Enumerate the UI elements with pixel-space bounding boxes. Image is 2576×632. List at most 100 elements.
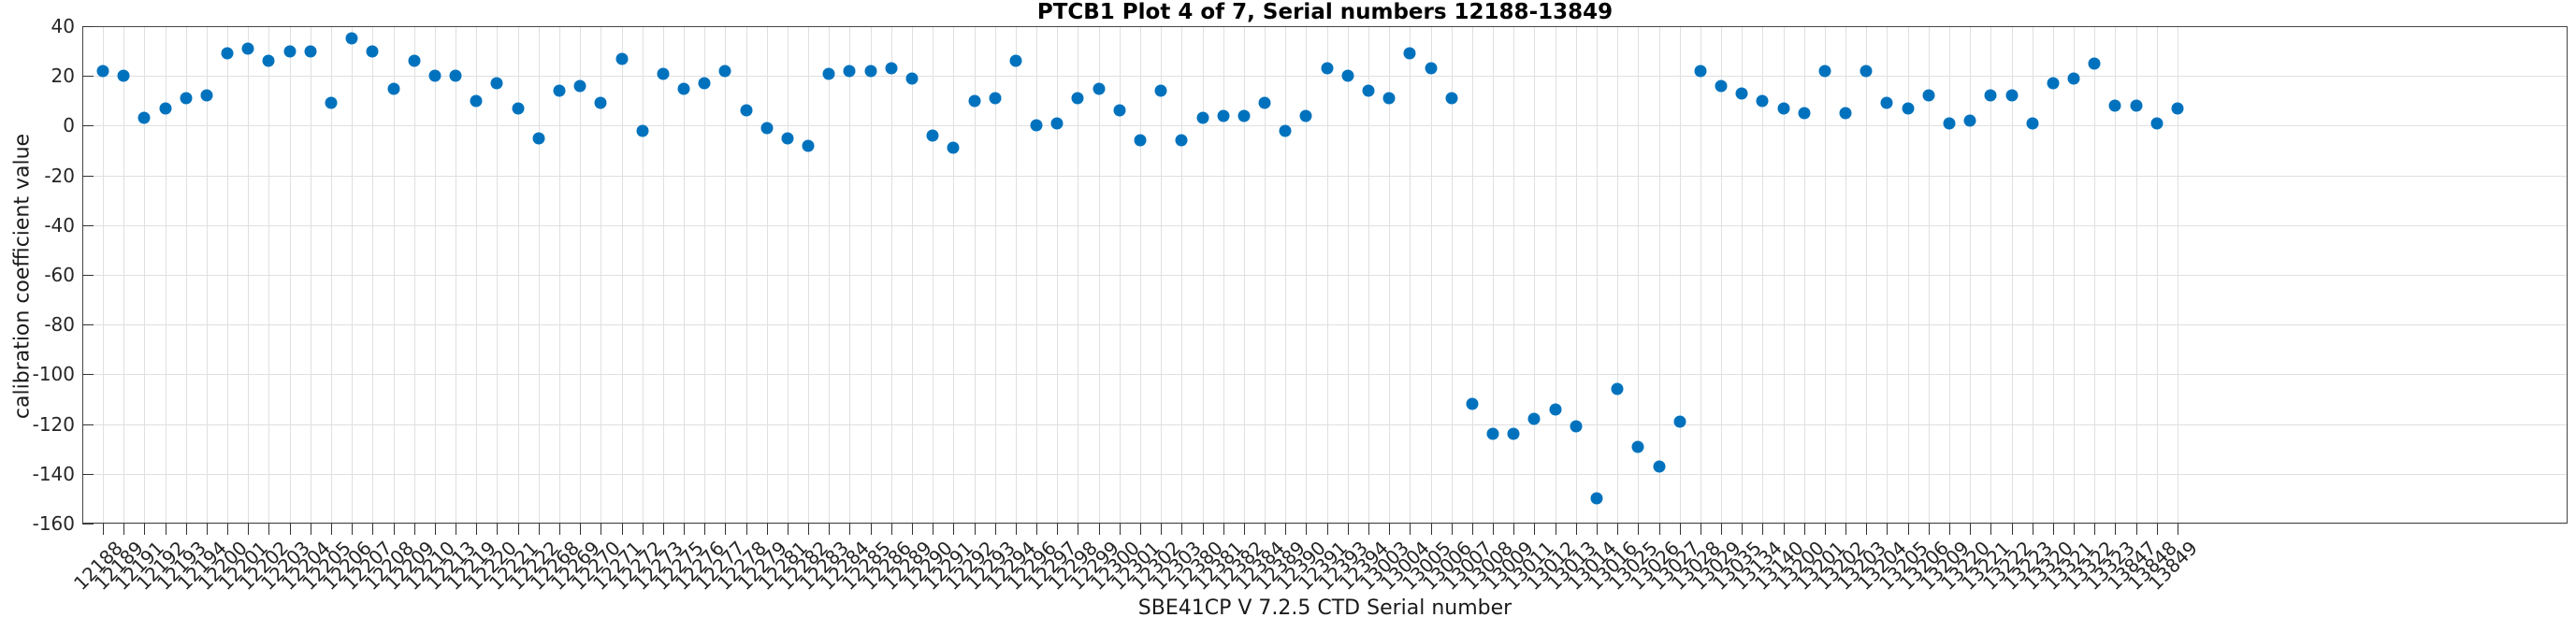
- data-point: [926, 129, 939, 142]
- vertical-gridline: [1243, 26, 1245, 524]
- vertical-gridline: [1036, 26, 1038, 524]
- x-tick-mark: [1326, 524, 1328, 535]
- data-point: [657, 67, 670, 80]
- x-tick-mark: [2011, 524, 2013, 535]
- x-tick-mark: [1949, 524, 1951, 535]
- data-point: [1902, 102, 1915, 115]
- x-tick-mark: [1742, 524, 1744, 535]
- data-point: [1756, 94, 1769, 108]
- x-tick-mark: [1140, 524, 1141, 535]
- data-point: [1341, 69, 1354, 82]
- y-tick-mark: [82, 125, 94, 127]
- vertical-gridline: [2094, 26, 2096, 524]
- data-point: [1445, 92, 1458, 105]
- data-point: [1466, 397, 1479, 410]
- vertical-gridline: [1410, 26, 1411, 524]
- data-point: [760, 122, 774, 135]
- y-tick-mark: [82, 424, 94, 425]
- vertical-gridline: [558, 26, 560, 524]
- x-tick-mark: [1202, 524, 1204, 535]
- x-tick-mark: [1451, 524, 1453, 535]
- vertical-gridline: [1140, 26, 1141, 524]
- x-tick-mark: [994, 524, 996, 535]
- data-point: [532, 132, 545, 145]
- vertical-gridline: [1534, 26, 1536, 524]
- vertical-gridline: [745, 26, 747, 524]
- x-tick-mark: [1471, 524, 1473, 535]
- data-point: [387, 82, 400, 94]
- y-tick-mark: [82, 275, 94, 276]
- vertical-gridline: [289, 26, 291, 524]
- data-point: [1694, 65, 1707, 78]
- x-tick-mark: [1430, 524, 1432, 535]
- x-tick-mark: [517, 524, 519, 535]
- data-point: [1050, 117, 1064, 130]
- data-point: [345, 32, 358, 45]
- vertical-gridline: [1471, 26, 1473, 524]
- vertical-gridline: [372, 26, 374, 524]
- data-point: [2026, 117, 2039, 130]
- data-point: [1486, 427, 1499, 440]
- horizontal-gridline: [82, 424, 2568, 425]
- vertical-gridline: [2135, 26, 2137, 524]
- data-point: [1113, 104, 1126, 117]
- y-tick-mark: [82, 76, 94, 78]
- data-point: [573, 79, 586, 93]
- x-tick-mark: [1617, 524, 1619, 535]
- x-tick-mark: [476, 524, 478, 535]
- data-point: [2171, 102, 2184, 115]
- x-tick-mark: [1845, 524, 1847, 535]
- data-point: [159, 102, 172, 115]
- vertical-gridline: [1015, 26, 1017, 524]
- horizontal-gridline: [82, 125, 2568, 127]
- vertical-gridline: [912, 26, 914, 524]
- x-tick-mark: [912, 524, 914, 535]
- data-point: [117, 69, 130, 82]
- data-point: [1984, 89, 1997, 102]
- data-point: [843, 65, 856, 78]
- y-axis-label: calibration coefficient value: [10, 133, 35, 420]
- vertical-gridline: [434, 26, 436, 524]
- vertical-gridline: [2052, 26, 2054, 524]
- data-point: [221, 47, 234, 60]
- vertical-gridline: [808, 26, 810, 524]
- data-point: [1590, 492, 1603, 505]
- data-point: [1217, 109, 1230, 122]
- x-tick-mark: [206, 524, 208, 535]
- vertical-gridline: [517, 26, 519, 524]
- y-tick-label: 20: [51, 65, 75, 88]
- data-point: [1777, 102, 1790, 115]
- vertical-gridline: [1949, 26, 1951, 524]
- vertical-gridline: [1638, 26, 1640, 524]
- vertical-gridline: [1285, 26, 1287, 524]
- vertical-gridline: [248, 26, 250, 524]
- vertical-gridline: [974, 26, 976, 524]
- data-point: [1611, 382, 1624, 395]
- data-point: [428, 69, 441, 82]
- x-tick-mark: [870, 524, 872, 535]
- x-tick-mark: [1803, 524, 1805, 535]
- x-tick-mark: [144, 524, 146, 535]
- x-tick-mark: [1679, 524, 1681, 535]
- vertical-gridline: [1762, 26, 1764, 524]
- vertical-gridline: [1202, 26, 1204, 524]
- x-tick-mark: [1907, 524, 1909, 535]
- vertical-gridline: [1098, 26, 1100, 524]
- y-tick-mark: [82, 374, 94, 376]
- data-point: [1507, 427, 1520, 440]
- data-point: [1030, 119, 1043, 132]
- vertical-gridline: [890, 26, 892, 524]
- data-point: [781, 132, 794, 145]
- x-tick-mark: [890, 524, 892, 535]
- x-tick-mark: [704, 524, 706, 535]
- data-point: [698, 77, 711, 90]
- vertical-gridline: [1347, 26, 1349, 524]
- y-tick-mark: [82, 473, 94, 475]
- data-point: [553, 84, 566, 97]
- vertical-gridline: [870, 26, 872, 524]
- data-point: [2108, 99, 2121, 112]
- vertical-gridline: [953, 26, 955, 524]
- vertical-gridline: [103, 26, 104, 524]
- x-tick-mark: [330, 524, 332, 535]
- vertical-gridline: [538, 26, 540, 524]
